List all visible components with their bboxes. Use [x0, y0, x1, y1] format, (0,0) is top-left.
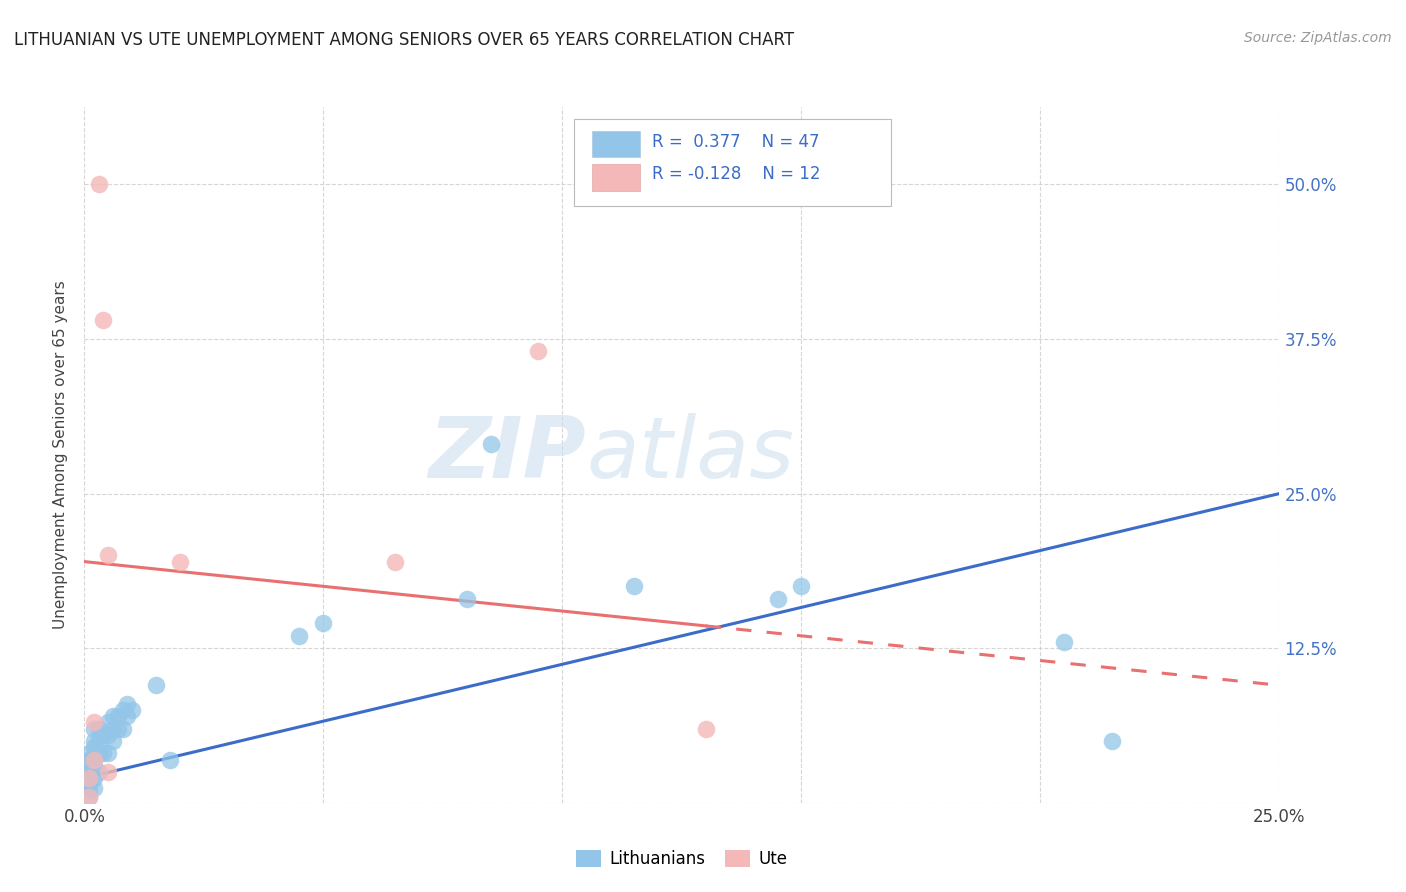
- Y-axis label: Unemployment Among Seniors over 65 years: Unemployment Among Seniors over 65 years: [53, 281, 69, 629]
- Point: [169, 555, 191, 569]
- Point: [1053, 635, 1076, 649]
- Point: [87, 722, 110, 736]
- Point: [77, 771, 100, 785]
- Point: [766, 591, 789, 606]
- Point: [77, 768, 100, 782]
- Point: [121, 703, 143, 717]
- FancyBboxPatch shape: [574, 119, 891, 206]
- Point: [77, 771, 100, 785]
- Point: [87, 747, 110, 761]
- Point: [77, 752, 100, 766]
- Point: [288, 629, 311, 643]
- Point: [77, 777, 100, 791]
- Text: Source: ZipAtlas.com: Source: ZipAtlas.com: [1244, 31, 1392, 45]
- Point: [101, 709, 124, 723]
- Point: [145, 678, 167, 692]
- Point: [101, 734, 124, 748]
- Point: [384, 555, 406, 569]
- Text: LITHUANIAN VS UTE UNEMPLOYMENT AMONG SENIORS OVER 65 YEARS CORRELATION CHART: LITHUANIAN VS UTE UNEMPLOYMENT AMONG SEN…: [14, 31, 794, 49]
- Point: [117, 709, 139, 723]
- Point: [117, 697, 139, 711]
- Point: [83, 758, 105, 772]
- Point: [93, 313, 115, 327]
- Point: [97, 549, 120, 563]
- Point: [83, 734, 105, 748]
- Point: [83, 771, 105, 785]
- Point: [77, 789, 100, 804]
- Point: [87, 764, 110, 779]
- Text: R =  0.377    N = 47: R = 0.377 N = 47: [652, 133, 820, 151]
- FancyBboxPatch shape: [592, 164, 640, 191]
- Point: [479, 437, 502, 451]
- Point: [97, 715, 120, 730]
- Point: [83, 752, 105, 766]
- Point: [93, 747, 115, 761]
- Point: [111, 703, 134, 717]
- Point: [527, 344, 550, 359]
- Point: [87, 734, 110, 748]
- Point: [77, 789, 100, 804]
- Point: [77, 764, 100, 779]
- Point: [111, 722, 134, 736]
- Point: [1101, 734, 1123, 748]
- Point: [101, 722, 124, 736]
- Point: [93, 728, 115, 742]
- Text: atlas: atlas: [586, 413, 794, 497]
- Point: [77, 773, 100, 788]
- Point: [623, 579, 645, 593]
- Point: [87, 178, 110, 192]
- Point: [83, 748, 105, 763]
- Point: [107, 709, 129, 723]
- Point: [83, 740, 105, 755]
- Text: R = -0.128    N = 12: R = -0.128 N = 12: [652, 166, 821, 184]
- Point: [77, 747, 100, 761]
- Point: [159, 752, 181, 766]
- Point: [97, 728, 120, 742]
- Point: [97, 747, 120, 761]
- Point: [312, 616, 335, 631]
- Point: [456, 591, 478, 606]
- Text: ZIP: ZIP: [429, 413, 586, 497]
- Point: [83, 780, 105, 795]
- FancyBboxPatch shape: [592, 131, 640, 157]
- Point: [77, 783, 100, 797]
- Point: [97, 764, 120, 779]
- Legend: Lithuanians, Ute: Lithuanians, Ute: [569, 843, 794, 874]
- Point: [77, 758, 100, 772]
- Point: [83, 722, 105, 736]
- Point: [83, 715, 105, 730]
- Point: [695, 722, 717, 736]
- Point: [790, 579, 813, 593]
- Point: [107, 722, 129, 736]
